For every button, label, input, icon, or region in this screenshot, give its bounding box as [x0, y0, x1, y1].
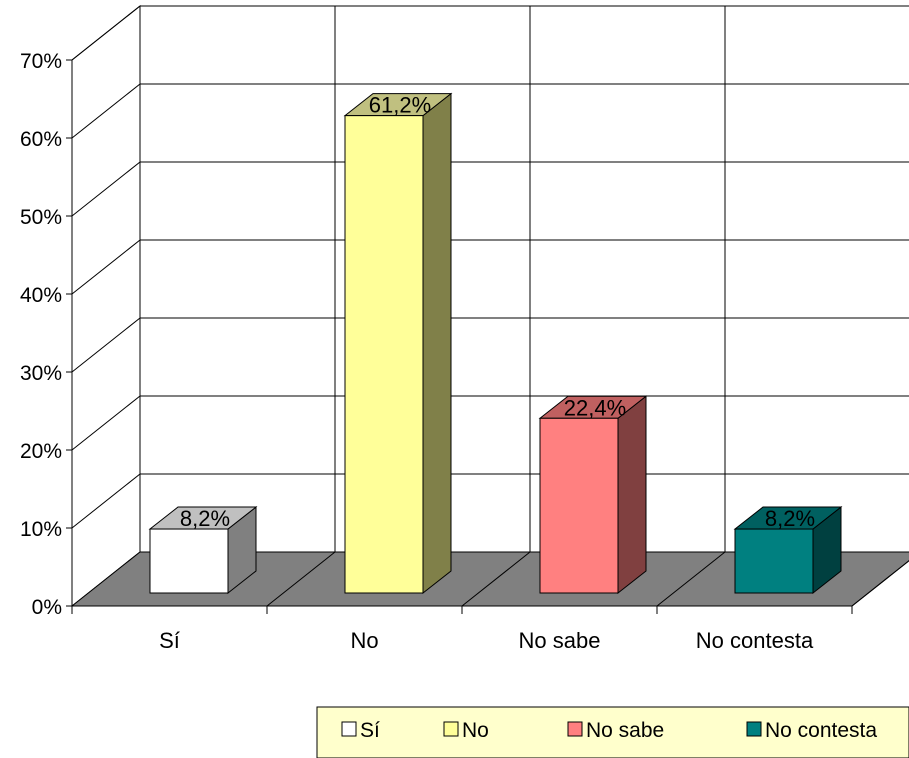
- gridline-diagonal: [71, 317, 141, 373]
- x-tick-label: Sí: [159, 628, 180, 653]
- x-axis: Sí No No sabe No contesta: [71, 605, 853, 653]
- bar: [733, 506, 843, 595]
- floor-divider: [266, 551, 336, 607]
- legend-label: No contesta: [765, 719, 877, 742]
- bar: [538, 395, 648, 595]
- legend-box: [316, 706, 909, 758]
- y-tick-label: 10%: [20, 518, 62, 541]
- legend-swatch: [567, 721, 583, 737]
- bar-front: [149, 528, 229, 594]
- gridline-diagonal: [71, 395, 141, 451]
- gridline-diagonal: [71, 473, 141, 529]
- legend-swatch: [341, 721, 357, 737]
- y-tick-label: 30%: [20, 362, 62, 385]
- legend: Sí No No sabe No contesta: [316, 706, 909, 758]
- legend-label: No: [462, 719, 489, 742]
- y-tick-label: 60%: [20, 128, 62, 151]
- x-tick-label: No contesta: [696, 628, 814, 653]
- bar-front: [539, 417, 619, 594]
- bar-front: [734, 528, 814, 594]
- y-tick-label: 40%: [20, 284, 62, 307]
- floor-divider: [656, 551, 726, 607]
- legend-label: No sabe: [586, 719, 664, 742]
- chart-walls: [71, 4, 909, 608]
- bars: 8,2% 61,2% 22,4% 8,2%: [148, 92, 843, 595]
- data-label: 61,2%: [369, 93, 431, 118]
- bar-side: [422, 92, 452, 595]
- gridline-diagonal: [71, 161, 141, 217]
- x-tick-label: No: [350, 628, 378, 653]
- bar: [148, 506, 258, 595]
- side-wall: [71, 4, 141, 608]
- back-wall: [140, 6, 909, 552]
- bar-side: [617, 395, 647, 595]
- y-tick-label: 70%: [20, 50, 62, 73]
- bar: [343, 92, 453, 595]
- gridline-diagonal: [71, 5, 141, 61]
- y-tick-label: 20%: [20, 440, 62, 463]
- floor-divider: [461, 551, 531, 607]
- gridline-diagonal: [71, 83, 141, 139]
- x-tick-label: No sabe: [519, 628, 601, 653]
- data-label: 8,2%: [180, 506, 230, 531]
- y-axis: 0% 10% 20% 30% 40% 50% 60% 70%: [20, 50, 73, 619]
- legend-swatch: [746, 721, 762, 737]
- legend-label: Sí: [360, 719, 380, 742]
- y-tick-label: 50%: [20, 206, 62, 229]
- gridlines: [71, 5, 909, 607]
- legend-swatch: [443, 721, 459, 737]
- gridline-diagonal: [71, 239, 141, 295]
- y-tick-label: 0%: [32, 596, 62, 619]
- bar-front: [344, 115, 424, 594]
- data-label: 8,2%: [765, 506, 815, 531]
- data-label: 22,4%: [564, 395, 626, 420]
